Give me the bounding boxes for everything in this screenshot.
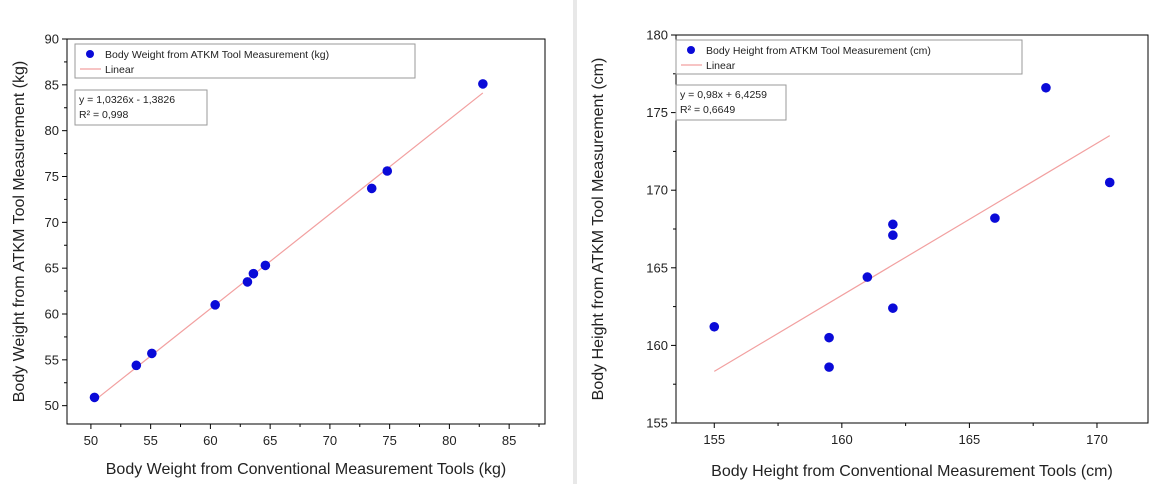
data-point [132, 361, 142, 371]
y-axis-label: Body Weight from ATKM Tool Measurement (… [11, 61, 28, 402]
linear-fit-line [714, 136, 1109, 372]
y-tick-label: 165 [646, 260, 668, 275]
regression-equation: y = 0,98x + 6,4259 [680, 89, 767, 101]
y-tick-label: 90 [45, 32, 59, 47]
x-tick-label: 55 [143, 433, 157, 448]
y-tick-label: 170 [646, 183, 668, 198]
y-tick-label: 180 [646, 28, 668, 43]
legend-label-points: Body Weight from ATKM Tool Measurement (… [105, 49, 329, 61]
data-point [367, 184, 377, 194]
data-point [888, 303, 898, 313]
data-point [1105, 178, 1115, 188]
panel-divider [573, 0, 577, 484]
data-point [888, 220, 898, 230]
y-tick-label: 75 [45, 169, 59, 184]
x-axis-label: Body Height from Conventional Measuremen… [711, 463, 1113, 480]
weight-chart-panel: 50 55 60 65 70 75 80 85 50 55 60 65 70 75 80 85 90 Body W… [0, 0, 572, 484]
legend-marker-points [687, 46, 695, 54]
x-tick-label: 75 [382, 433, 396, 448]
x-tick-label: 160 [831, 432, 853, 447]
data-point [243, 277, 253, 287]
data-point [863, 272, 873, 282]
y-tick-label: 60 [45, 307, 59, 322]
data-point [709, 322, 719, 332]
y-tick-label: 55 [45, 352, 59, 367]
data-point [382, 166, 392, 176]
x-tick-label: 170 [1086, 432, 1108, 447]
x-tick-label: 50 [84, 433, 98, 448]
weight-scatter-chart: 50 55 60 65 70 75 80 85 50 55 60 65 70 75 80 85 90 Body W… [0, 0, 572, 484]
data-point [990, 213, 1000, 223]
x-tick-label: 85 [502, 433, 516, 448]
x-tick-label: 60 [203, 433, 217, 448]
r-squared-value: R² = 0,6649 [680, 104, 735, 116]
x-tick-label: 80 [442, 433, 456, 448]
data-point [1041, 83, 1051, 93]
y-tick-label: 50 [45, 398, 59, 413]
regression-equation: y = 1,0326x - 1,3826 [79, 94, 175, 106]
data-point [824, 333, 834, 343]
data-point [888, 230, 898, 240]
x-axis-label: Body Weight from Conventional Measuremen… [106, 461, 506, 478]
legend-label-points: Body Height from ATKM Tool Measurement (… [706, 45, 931, 57]
y-tick-label: 160 [646, 338, 668, 353]
data-point [90, 393, 100, 403]
data-point [210, 300, 220, 310]
y-tick-label: 70 [45, 215, 59, 230]
y-tick-label: 155 [646, 416, 668, 431]
data-point [478, 79, 488, 89]
legend-label-linear: Linear [105, 64, 135, 76]
height-chart-panel: 155 160 165 170 155 160 165 170 175 180 Body Heigh… [578, 0, 1155, 484]
data-point [261, 261, 271, 271]
x-tick-label: 155 [703, 432, 725, 447]
data-point [824, 362, 834, 372]
y-tick-label: 65 [45, 261, 59, 276]
y-tick-label: 175 [646, 105, 668, 120]
legend-marker-points [86, 50, 94, 58]
x-tick-label: 70 [323, 433, 337, 448]
y-tick-label: 80 [45, 123, 59, 138]
x-tick-label: 65 [263, 433, 277, 448]
y-tick-label: 85 [45, 77, 59, 92]
r-squared-value: R² = 0,998 [79, 109, 128, 121]
y-axis-label: Body Height from ATKM Tool Measurement (… [590, 58, 607, 401]
data-point [249, 269, 259, 279]
legend-label-linear: Linear [706, 60, 736, 72]
height-scatter-chart: 155 160 165 170 155 160 165 170 175 180 Body Heigh… [578, 0, 1155, 484]
data-point [147, 349, 157, 359]
x-tick-label: 165 [959, 432, 981, 447]
